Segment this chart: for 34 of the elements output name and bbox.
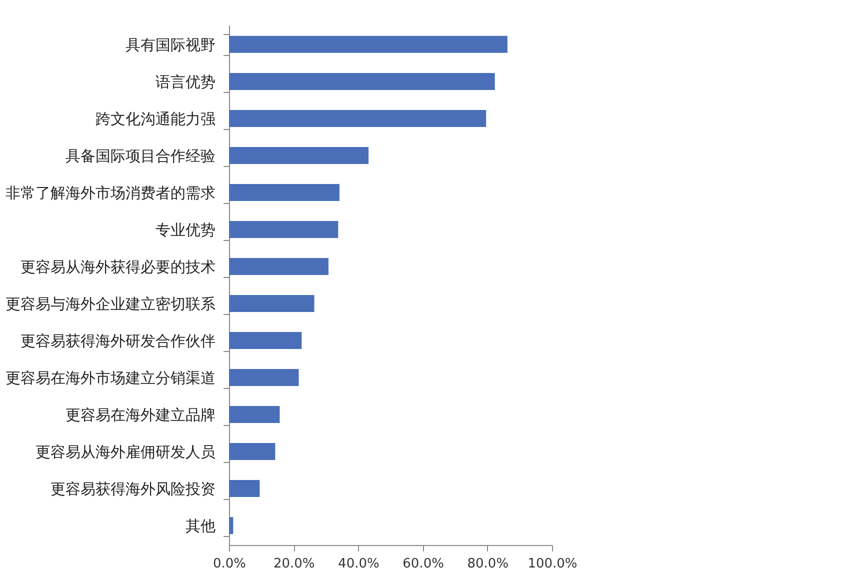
bar xyxy=(229,220,338,238)
x-tick-label: 60.0% xyxy=(402,556,444,572)
y-tick-label: 更容易获得海外风险投资 xyxy=(50,480,216,498)
y-tick-label: 其他 xyxy=(186,517,216,536)
x-tick-label: 20.0% xyxy=(273,556,315,572)
y-tick-label: 具有国际视野 xyxy=(126,36,216,54)
y-tick-label: 更容易获得海外研发合作伙伴 xyxy=(20,332,216,350)
bar xyxy=(229,517,234,534)
bar xyxy=(229,258,328,275)
bar xyxy=(229,184,340,201)
bar xyxy=(229,72,495,90)
bar xyxy=(229,332,302,350)
bar xyxy=(229,146,369,164)
bar xyxy=(229,110,486,127)
x-tick-label: 80.0% xyxy=(467,556,509,572)
y-tick-label: 更容易在海外市场建立分销渠道 xyxy=(6,369,216,388)
bar xyxy=(229,295,314,312)
bar xyxy=(229,406,280,424)
bar xyxy=(229,369,299,386)
y-tick-label: 更容易从海外获得必要的技术 xyxy=(20,258,216,276)
y-tick-label: 专业优势 xyxy=(156,220,216,239)
y-tick-label: 更容易与海外企业建立密切联系 xyxy=(6,295,216,314)
x-tick-label: 0.0% xyxy=(212,556,246,572)
bar xyxy=(229,36,508,53)
y-tick-label: 非常了解海外市场消费者的需求 xyxy=(6,184,216,202)
bar xyxy=(229,480,260,498)
y-tick-label: 更容易从海外雇佣研发人员 xyxy=(36,443,216,462)
y-tick-label: 语言优势 xyxy=(156,72,216,91)
y-tick-label: 跨文化沟通能力强 xyxy=(96,110,216,128)
y-tick-label: 更容易在海外建立品牌 xyxy=(66,406,216,424)
y-tick-label: 具备国际项目合作经验 xyxy=(66,146,216,165)
x-tick-label: 40.0% xyxy=(338,556,380,572)
x-tick-label: 100.0% xyxy=(528,556,578,572)
bar xyxy=(229,443,276,460)
